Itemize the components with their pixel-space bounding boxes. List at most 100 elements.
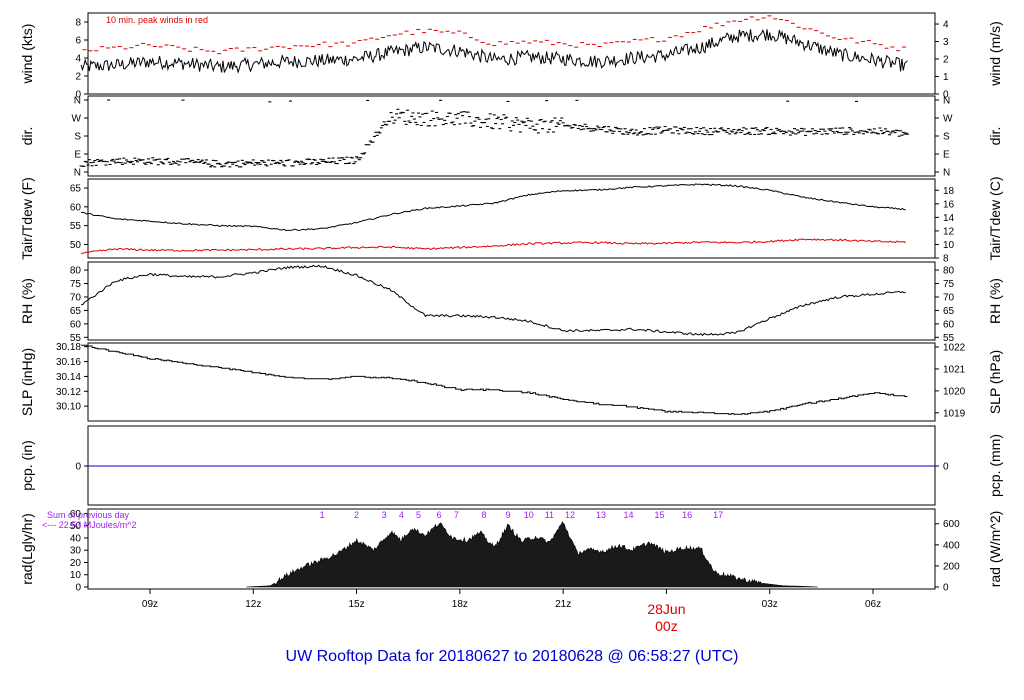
y-axis-label: RH (%): [19, 278, 35, 324]
x-tick-label: 09z: [142, 599, 158, 610]
panel-frame: [87, 342, 936, 422]
hour-label: 9: [506, 510, 511, 520]
date-marker-hour: 00z: [655, 618, 678, 634]
chart-title: UW Rooftop Data for 20180627 to 20180628…: [285, 648, 739, 665]
y-tick-label: 70: [70, 292, 82, 303]
y2-tick-label: 4: [943, 20, 949, 31]
hour-label: 7: [454, 510, 459, 520]
y2-tick-label: 1022: [943, 342, 966, 353]
hour-label: 3: [382, 510, 387, 520]
y-tick-label: 4: [75, 54, 81, 65]
hour-label: 15: [655, 510, 665, 520]
y-tick-label: S: [74, 132, 81, 143]
y-tick-label: 20: [70, 558, 82, 569]
radiation-area: [246, 521, 818, 588]
y2-tick-label: 10: [943, 240, 955, 251]
y2-tick-label: 200: [943, 561, 960, 572]
hour-label: 8: [481, 510, 486, 520]
y2-tick-label: 12: [943, 226, 955, 237]
rh-line: [81, 264, 906, 337]
y2-tick-label: N: [943, 96, 950, 107]
panel-5: SLP (inHg) SLP (hPa) 30.10 30.12 30.14 30.16 3…: [19, 342, 1003, 422]
hour-label: 13: [596, 510, 606, 520]
y-tick-label: E: [74, 150, 81, 161]
y2-tick-label: 55: [943, 333, 955, 344]
dew-point-line: [80, 238, 907, 255]
y-tick-label: 6: [75, 36, 81, 47]
y-axis-label: SLP (inHg): [19, 348, 35, 416]
y2-axis-label: wind (m/s): [987, 21, 1003, 87]
y-tick-label: 0: [75, 90, 81, 101]
y-tick-label: W: [72, 114, 82, 125]
y2-axis-label: pcp. (mm): [987, 434, 1003, 497]
y-tick-label: 65: [70, 306, 82, 317]
hour-label: 17: [713, 510, 723, 520]
y-axis-label: Tair/Tdew (F): [19, 177, 35, 259]
y-tick-label: 30.12: [56, 387, 81, 398]
panel-7: rad(Lgly/hr) rad (W/m^2)01020304050600200…: [19, 508, 1003, 594]
y2-tick-label: 1: [943, 72, 949, 83]
panel-6: pcp. (in) pcp. (mm) 0 0: [19, 425, 1003, 506]
wind-speed-line: [80, 28, 908, 74]
panel-frame: [87, 12, 936, 95]
y2-tick-label: 16: [943, 199, 955, 210]
y2-axis-label: Tair/Tdew (C): [987, 176, 1003, 260]
panel-4: RH (%) RH (%) 55 60 65 70 75 80 55 60 65 70 75 80: [19, 261, 1003, 344]
hour-label: 10: [524, 510, 534, 520]
x-tick-label: 03z: [762, 599, 778, 610]
y-axis-label: dir.: [19, 127, 35, 146]
air-temp-line: [81, 183, 906, 232]
y-axis-label: pcp. (in): [19, 440, 35, 491]
y2-tick-label: 14: [943, 213, 955, 224]
y2-tick-label: 600: [943, 519, 960, 530]
panel-frame: [87, 261, 936, 341]
y2-tick-label: 70: [943, 292, 955, 303]
y2-tick-label: 18: [943, 186, 955, 197]
y-tick-label: 0: [75, 462, 81, 473]
y2-axis-label: RH (%): [987, 278, 1003, 324]
slp-line: [81, 344, 908, 415]
hour-label: 16: [682, 510, 692, 520]
y2-tick-label: 0: [943, 462, 949, 473]
y-axis-label: wind (kts): [19, 24, 35, 85]
hour-label: 4: [399, 510, 404, 520]
y-tick-label: 40: [70, 533, 82, 544]
y-tick-label: 30: [70, 546, 82, 557]
y-tick-label: N: [74, 168, 81, 179]
y-tick-label: 2: [75, 72, 81, 83]
y-tick-label: 30.14: [56, 372, 81, 383]
y2-axis-label: SLP (hPa): [987, 350, 1003, 414]
y-tick-label: 30.10: [56, 402, 81, 413]
y2-tick-label: 3: [943, 37, 949, 48]
y2-tick-label: 75: [943, 279, 955, 290]
y2-tick-label: N: [943, 168, 950, 179]
y-tick-label: 55: [70, 221, 82, 232]
hour-label: 14: [624, 510, 634, 520]
y2-tick-label: 1021: [943, 364, 966, 375]
hour-label: 2: [354, 510, 359, 520]
y-tick-label: 50: [70, 521, 82, 532]
hour-label: 11: [545, 510, 554, 520]
y-tick-label: 0: [75, 583, 81, 594]
y2-tick-label: 400: [943, 540, 960, 551]
y2-tick-label: E: [943, 150, 950, 161]
y-tick-label: 50: [70, 240, 82, 251]
x-tick-label: 21z: [555, 599, 571, 610]
y-tick-label: 60: [70, 319, 82, 330]
hour-label: 12: [565, 510, 575, 520]
hour-label: 6: [437, 510, 442, 520]
y-tick-label: 8: [75, 18, 81, 29]
y2-tick-label: 2: [943, 55, 949, 66]
y2-axis-label: rad (W/m^2): [987, 511, 1003, 588]
y-tick-label: 30.16: [56, 357, 81, 368]
y2-tick-label: 60: [943, 319, 955, 330]
panel-frame: [87, 95, 936, 177]
panel-3: Tair/Tdew (F) Tair/Tdew (C) 50 55 60 65 8 10 12 1…: [19, 176, 1003, 264]
y-tick-label: 10: [70, 570, 82, 581]
x-tick-label: 15z: [348, 599, 364, 610]
y-tick-label: 30.18: [56, 342, 81, 353]
y2-tick-label: 80: [943, 266, 955, 277]
